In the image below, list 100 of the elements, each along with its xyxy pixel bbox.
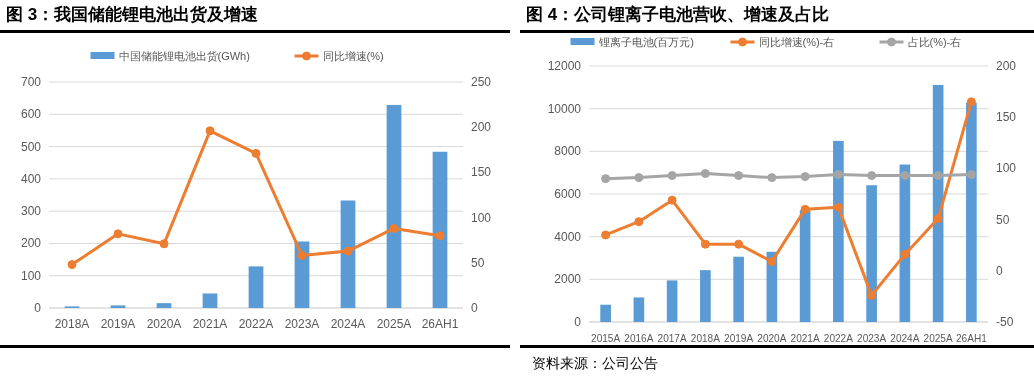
point bbox=[867, 290, 877, 300]
y-tick-label: 300 bbox=[20, 204, 42, 219]
x-tick-label: 2023A bbox=[857, 333, 887, 344]
point bbox=[900, 171, 910, 181]
x-tick-label: 2020A bbox=[757, 333, 787, 344]
y2-tick-label: 0 bbox=[471, 301, 478, 315]
y2-tick-label: 50 bbox=[471, 255, 485, 270]
y-tick-label: 600 bbox=[20, 107, 42, 122]
point bbox=[601, 174, 611, 184]
x-tick-label: 2024A bbox=[330, 317, 366, 331]
point bbox=[601, 230, 611, 240]
bar bbox=[432, 151, 448, 308]
x-tick-label: 2025A bbox=[923, 333, 953, 344]
x-tick-label: 2016A bbox=[624, 333, 654, 344]
y-tick-label: 10000 bbox=[547, 101, 582, 116]
bar bbox=[248, 266, 264, 308]
point bbox=[634, 217, 644, 227]
x-tick-label: 2018A bbox=[54, 317, 90, 331]
bar bbox=[666, 280, 678, 322]
bar bbox=[600, 304, 611, 322]
bar bbox=[799, 210, 811, 322]
point bbox=[343, 246, 353, 256]
chart-title: 图 4：公司锂离子电池营收、增速及占比 bbox=[526, 5, 830, 24]
point bbox=[700, 239, 710, 249]
y2-tick-label: -50 bbox=[996, 315, 1014, 329]
y2-tick-label: 200 bbox=[471, 120, 492, 135]
chart-title: 图 3：我国储能锂电池出货及增速 bbox=[6, 5, 259, 24]
bar bbox=[156, 303, 172, 308]
legend-label: 锂离子电池(百万元) bbox=[597, 36, 694, 48]
bar bbox=[966, 102, 977, 322]
point bbox=[867, 171, 877, 181]
point bbox=[435, 231, 445, 241]
point bbox=[933, 214, 943, 224]
point bbox=[734, 239, 744, 249]
point bbox=[734, 171, 744, 181]
y-tick-label: 0 bbox=[34, 301, 42, 315]
point bbox=[297, 251, 307, 261]
y-tick-label: 500 bbox=[20, 139, 42, 154]
x-tick-label: 2023A bbox=[284, 317, 320, 331]
y-tick-label: 4000 bbox=[554, 229, 582, 244]
x-tick-label: 2021A bbox=[192, 317, 228, 331]
point bbox=[767, 173, 777, 183]
bar bbox=[110, 305, 126, 308]
y2-tick-label: 0 bbox=[996, 263, 1003, 278]
y2-tick-label: 50 bbox=[996, 212, 1010, 227]
x-tick-label: 2018A bbox=[690, 333, 721, 344]
x-tick-label: 2019A bbox=[724, 333, 754, 344]
bar bbox=[340, 200, 356, 308]
y-tick-label: 700 bbox=[20, 75, 42, 89]
y-tick-label: 2000 bbox=[554, 272, 582, 287]
point bbox=[900, 249, 910, 259]
x-tick-label: 26AH1 bbox=[421, 317, 459, 331]
y2-tick-label: 150 bbox=[996, 110, 1017, 125]
point bbox=[205, 126, 215, 136]
y2-tick-label: 150 bbox=[471, 165, 492, 180]
point bbox=[966, 97, 976, 107]
x-tick-label: 2020A bbox=[146, 317, 182, 331]
y2-tick-label: 250 bbox=[471, 75, 492, 89]
y-tick-label: 400 bbox=[20, 171, 42, 186]
point bbox=[800, 204, 810, 214]
x-tick-label: 2019A bbox=[100, 317, 136, 331]
bar bbox=[866, 185, 877, 322]
x-tick-label: 2022A bbox=[823, 333, 854, 344]
point bbox=[634, 173, 644, 183]
point bbox=[800, 172, 810, 182]
legend-label: 中国储能锂电池出货(GWh) bbox=[118, 50, 250, 62]
bar bbox=[386, 104, 402, 308]
legend-label: 同比增速(%)-右 bbox=[758, 36, 835, 48]
legend-label: 占比(%)-右 bbox=[907, 36, 962, 48]
x-tick-label: 2024A bbox=[890, 333, 920, 344]
point bbox=[67, 260, 77, 270]
point bbox=[767, 257, 777, 267]
y-tick-label: 8000 bbox=[554, 144, 582, 159]
point bbox=[667, 195, 677, 205]
bar bbox=[202, 293, 218, 308]
y-tick-label: 12000 bbox=[547, 59, 582, 73]
point bbox=[933, 171, 943, 181]
point bbox=[113, 229, 123, 239]
bar bbox=[733, 256, 744, 322]
y-tick-label: 0 bbox=[574, 315, 582, 329]
bar bbox=[700, 270, 711, 322]
x-tick-label: 2021A bbox=[790, 333, 820, 344]
point bbox=[833, 170, 843, 180]
x-tick-label: 2015A bbox=[591, 333, 621, 344]
y2-tick-label: 100 bbox=[471, 210, 492, 225]
text: 资料来源：公司公告 bbox=[532, 355, 658, 371]
y2-tick-label: 100 bbox=[996, 161, 1017, 176]
y2-tick-label: 200 bbox=[996, 59, 1017, 73]
point bbox=[700, 169, 710, 179]
point bbox=[667, 171, 677, 181]
x-tick-label: 2022A bbox=[238, 317, 274, 331]
y-tick-label: 6000 bbox=[554, 187, 582, 201]
point bbox=[159, 239, 169, 249]
point bbox=[966, 170, 976, 180]
bar bbox=[633, 297, 645, 322]
x-tick-label: 2025A bbox=[376, 317, 412, 331]
y-tick-label: 200 bbox=[20, 236, 42, 251]
legend-label: 同比增速(%) bbox=[322, 50, 384, 62]
point bbox=[389, 223, 399, 233]
bar bbox=[932, 84, 944, 322]
